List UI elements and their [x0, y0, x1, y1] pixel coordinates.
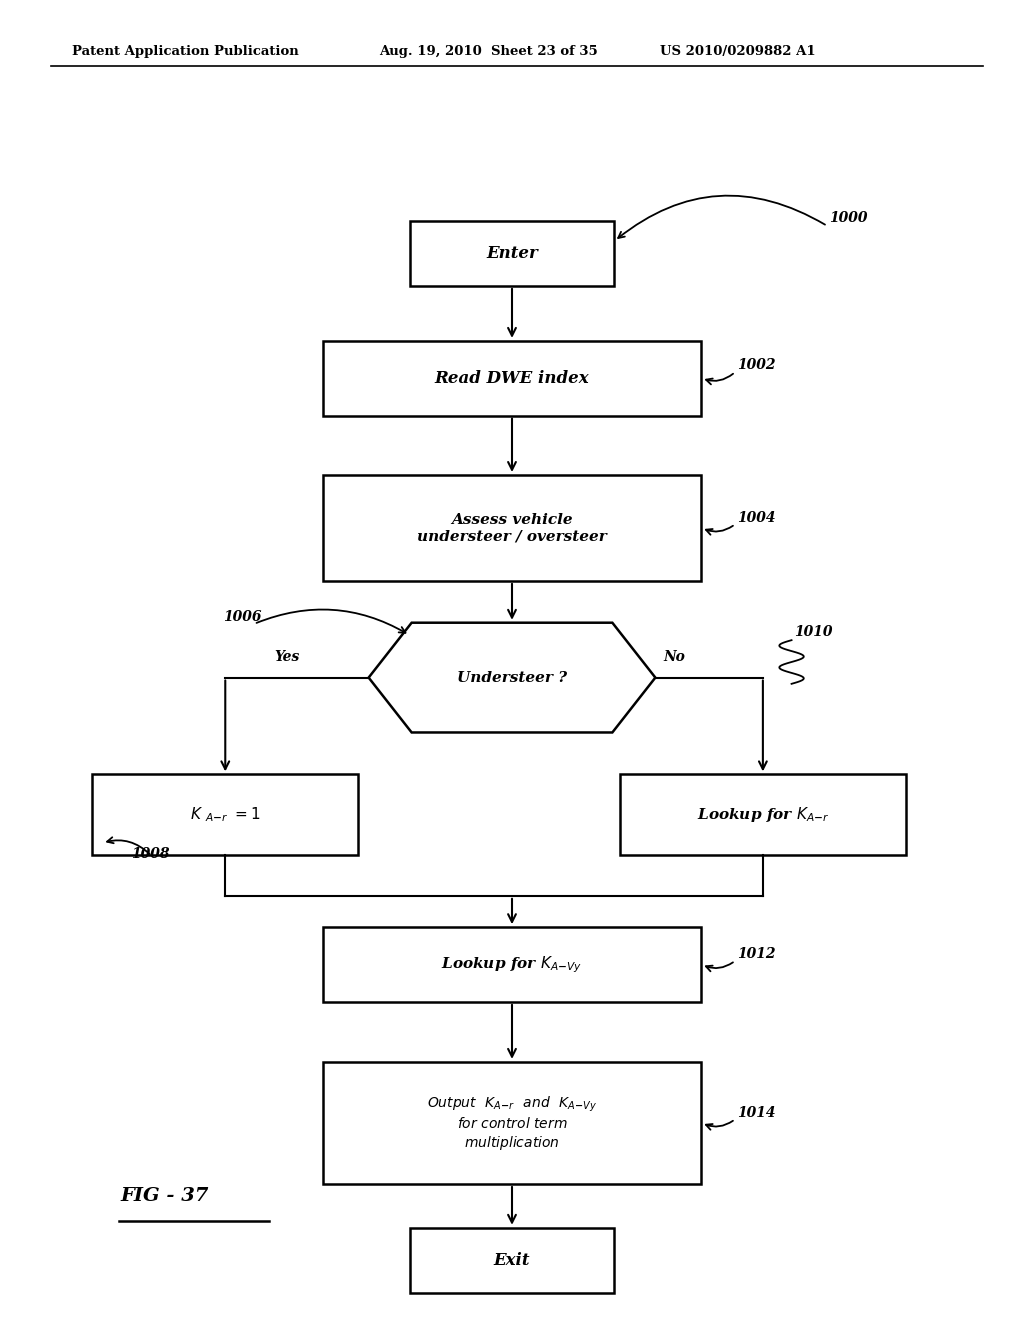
Text: FIG - 37: FIG - 37	[121, 1188, 209, 1205]
Polygon shape	[369, 623, 655, 733]
Text: US 2010/0209882 A1: US 2010/0209882 A1	[660, 45, 816, 58]
Text: 1008: 1008	[131, 847, 170, 862]
FancyBboxPatch shape	[323, 475, 701, 581]
Text: Understeer ?: Understeer ?	[457, 671, 567, 685]
Text: 1000: 1000	[829, 211, 868, 226]
FancyBboxPatch shape	[323, 341, 701, 416]
Text: 1014: 1014	[737, 1106, 776, 1119]
Text: $Output$  $K_{A\mathregular{-}r}$  $and$  $K_{A\mathregular{-}Vy}$
$for\ control: $Output$ $K_{A\mathregular{-}r}$ $and$ $…	[427, 1094, 597, 1151]
Text: Exit: Exit	[494, 1251, 530, 1269]
Text: Patent Application Publication: Patent Application Publication	[72, 45, 298, 58]
Text: $K$ $_{A\mathregular{-}r}$ $= 1$: $K$ $_{A\mathregular{-}r}$ $= 1$	[189, 805, 261, 824]
FancyBboxPatch shape	[410, 220, 614, 286]
Text: Lookup for $K_{A\mathregular{-}Vy}$: Lookup for $K_{A\mathregular{-}Vy}$	[441, 954, 583, 974]
FancyBboxPatch shape	[410, 1228, 614, 1292]
Text: Aug. 19, 2010  Sheet 23 of 35: Aug. 19, 2010 Sheet 23 of 35	[379, 45, 598, 58]
FancyBboxPatch shape	[323, 927, 701, 1002]
Text: 1006: 1006	[223, 610, 262, 624]
Text: Yes: Yes	[274, 651, 300, 664]
Text: 1010: 1010	[794, 626, 833, 639]
Text: Lookup for $K_{A\mathregular{-}r}$: Lookup for $K_{A\mathregular{-}r}$	[696, 805, 829, 824]
Text: No: No	[664, 651, 685, 664]
FancyBboxPatch shape	[92, 775, 358, 855]
Text: Assess vehicle
understeer / oversteer: Assess vehicle understeer / oversteer	[417, 512, 607, 543]
FancyBboxPatch shape	[323, 1061, 701, 1184]
Text: 1002: 1002	[737, 359, 776, 372]
Text: Enter: Enter	[486, 246, 538, 261]
Text: 1004: 1004	[737, 511, 776, 524]
FancyBboxPatch shape	[620, 775, 906, 855]
Text: Read DWE index: Read DWE index	[434, 370, 590, 387]
Text: 1012: 1012	[737, 948, 776, 961]
